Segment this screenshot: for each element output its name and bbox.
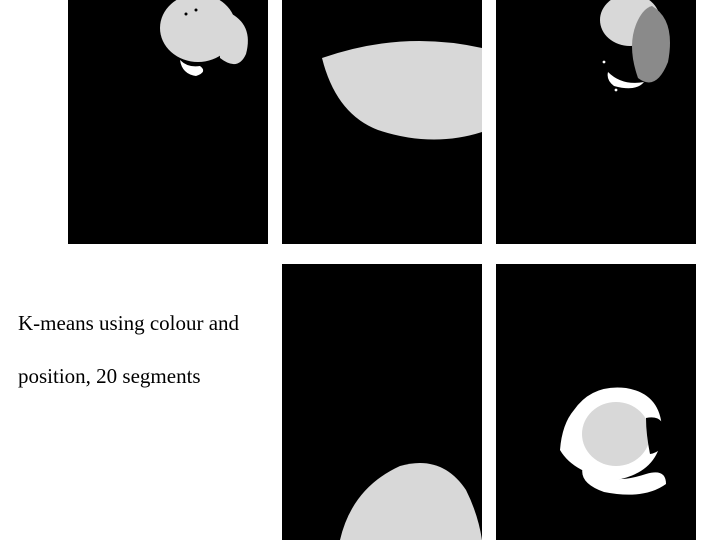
figure-grid: K-means using colour and position, 20 se… — [0, 0, 720, 540]
segmentation-panel-2 — [282, 0, 482, 244]
figure-caption: K-means using colour and position, 20 se… — [18, 284, 239, 389]
segmentation-panel-4 — [282, 264, 482, 540]
caption-line-1: K-means using colour and — [18, 311, 239, 335]
segmentation-panel-3 — [496, 0, 696, 244]
caption-line-2: position, 20 segments — [18, 364, 201, 388]
segmentation-panel-5 — [496, 264, 696, 540]
segmentation-panel-1 — [68, 0, 268, 244]
